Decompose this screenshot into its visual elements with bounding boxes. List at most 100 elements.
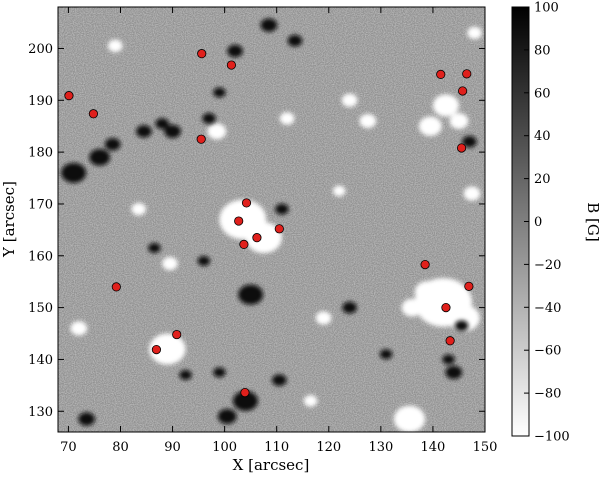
x-tick-label: 150 bbox=[473, 440, 498, 455]
feature-marker bbox=[456, 143, 467, 153]
feature-marker bbox=[252, 233, 262, 243]
colorbar-tick-label: 0 bbox=[534, 215, 542, 230]
x-tick-label: 120 bbox=[316, 440, 341, 455]
negative-flux-patch bbox=[379, 349, 393, 360]
positive-flux-patch bbox=[418, 116, 442, 136]
y-tick-label: 200 bbox=[28, 42, 53, 57]
negative-flux-patch bbox=[238, 284, 264, 305]
negative-flux-patch bbox=[462, 135, 477, 148]
negative-flux-patch bbox=[454, 320, 469, 332]
colorbar-tick-label: 60 bbox=[534, 86, 551, 101]
positive-flux-patch bbox=[393, 405, 426, 432]
colorbar-tick-label: −60 bbox=[534, 344, 561, 359]
positive-flux-patch bbox=[131, 202, 147, 216]
negative-flux-patch bbox=[89, 148, 111, 166]
positive-flux-patch bbox=[315, 311, 332, 325]
feature-marker bbox=[436, 69, 446, 79]
positive-flux-patch bbox=[414, 280, 441, 304]
positive-flux-patch bbox=[432, 94, 459, 117]
plot-frame bbox=[57, 6, 486, 433]
positive-flux-patch bbox=[245, 222, 282, 254]
negative-flux-patch bbox=[104, 138, 121, 151]
negative-flux-patch bbox=[232, 390, 258, 411]
colorbar-tick-label: −100 bbox=[534, 430, 570, 445]
x-tick-label: 90 bbox=[164, 440, 181, 455]
colorbar-tick-label: 100 bbox=[534, 1, 559, 16]
y-tick-label: 140 bbox=[28, 353, 53, 368]
y-axis-ticks: 130 140 150 160 170 180 190 200 bbox=[28, 42, 485, 420]
y-axis-label: Y [arcsec] bbox=[0, 181, 18, 258]
feature-marker bbox=[64, 91, 74, 101]
negative-flux-patch bbox=[213, 87, 226, 98]
positive-flux-patches bbox=[70, 26, 482, 432]
colorbar-tick-label: −40 bbox=[534, 301, 561, 316]
negative-flux-patch bbox=[78, 412, 95, 426]
x-tick-label: 130 bbox=[368, 440, 393, 455]
x-axis-label: X [arcsec] bbox=[233, 456, 310, 474]
positive-flux-patch bbox=[332, 185, 346, 197]
colorbar-tick-label: 20 bbox=[534, 172, 551, 187]
positive-flux-patch bbox=[359, 113, 377, 129]
negative-flux-patch bbox=[217, 408, 237, 424]
positive-flux-patch bbox=[303, 395, 318, 407]
feature-marker bbox=[151, 344, 162, 355]
positive-flux-patch bbox=[463, 186, 481, 201]
positive-flux-patch bbox=[449, 113, 469, 129]
y-tick-label: 180 bbox=[28, 146, 53, 161]
feature-marker bbox=[172, 329, 182, 340]
positive-flux-patch bbox=[162, 256, 178, 271]
negative-flux-patch bbox=[272, 374, 287, 387]
positive-flux-patch bbox=[341, 93, 358, 107]
negative-flux-patch bbox=[155, 118, 169, 130]
feature-marker bbox=[445, 336, 455, 346]
feature-marker bbox=[88, 109, 99, 119]
negative-flux-patch bbox=[136, 125, 152, 138]
colorbar-tick-label: 80 bbox=[534, 43, 551, 58]
x-tick-label: 80 bbox=[112, 440, 129, 455]
positive-flux-patch bbox=[107, 39, 123, 53]
colorbar-label: B [G] bbox=[584, 202, 600, 241]
positive-flux-patch bbox=[401, 298, 423, 317]
negative-flux-patch bbox=[442, 354, 455, 365]
negative-flux-patches bbox=[61, 18, 477, 426]
feature-marker bbox=[111, 282, 121, 292]
negative-flux-patch bbox=[445, 365, 463, 380]
y-tick-label: 170 bbox=[28, 197, 53, 212]
feature-marker bbox=[420, 259, 430, 270]
negative-flux-patch bbox=[227, 44, 243, 58]
x-tick-label: 100 bbox=[212, 440, 237, 455]
y-tick-label: 130 bbox=[28, 405, 53, 420]
feature-marker bbox=[240, 388, 250, 398]
x-tick-label: 140 bbox=[421, 440, 446, 455]
negative-flux-patch bbox=[164, 124, 181, 139]
colorbar-tick-label: −20 bbox=[534, 258, 561, 273]
positive-flux-patch bbox=[149, 333, 186, 365]
negative-flux-patch bbox=[213, 367, 226, 378]
feature-marker bbox=[458, 86, 468, 96]
positive-flux-patch bbox=[207, 123, 227, 140]
magnetogram-image bbox=[58, 7, 485, 432]
feature-marker bbox=[464, 281, 474, 291]
feature-marker bbox=[226, 60, 237, 70]
positive-flux-patch bbox=[279, 112, 295, 125]
feature-marker bbox=[234, 216, 244, 226]
positive-flux-patch bbox=[70, 321, 88, 336]
feature-marker bbox=[441, 303, 451, 313]
y-tick-label: 150 bbox=[28, 301, 53, 316]
feature-markers bbox=[64, 49, 474, 398]
negative-flux-patch bbox=[342, 301, 357, 314]
negative-flux-patch bbox=[197, 255, 211, 266]
negative-flux-patch bbox=[61, 162, 87, 183]
negative-flux-patch bbox=[202, 113, 216, 124]
negative-flux-patch bbox=[148, 243, 161, 254]
colorbar-ticks: 100 80 60 40 20 0 −20 −40 −60 −80 −100 bbox=[524, 1, 570, 445]
y-tick-label: 160 bbox=[28, 249, 53, 264]
colorbar-tick-label: 40 bbox=[534, 129, 551, 144]
negative-flux-patch bbox=[275, 203, 289, 215]
x-tick-label: 70 bbox=[60, 440, 77, 455]
feature-marker bbox=[239, 239, 249, 249]
x-axis-ticks: 70 80 90 100 110 120 130 140 150 bbox=[60, 7, 497, 455]
feature-marker bbox=[197, 49, 207, 59]
negative-flux-patch bbox=[260, 18, 278, 32]
